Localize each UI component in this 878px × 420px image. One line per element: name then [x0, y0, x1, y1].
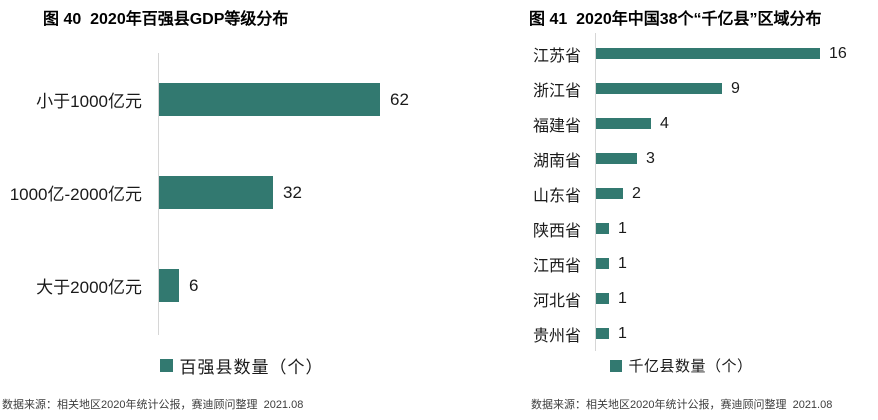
value-label: 9 [731, 79, 740, 97]
bar [595, 258, 609, 269]
bar [595, 48, 820, 59]
bar-row: 浙江省 9 [439, 71, 878, 106]
chart-figure-41: 图 41 2020年中国38个“千亿县”区域分布 江苏省 16 浙江省 9 福建省 4 湖南… [439, 0, 878, 420]
value-label: 1 [618, 219, 627, 237]
category-label: 山东省 [532, 187, 581, 205]
legend: 千亿县数量（个） [462, 355, 878, 376]
bar-plot: 小于1000亿元 62 1000亿-2000亿元 32 大于2000亿元 6 [0, 53, 439, 332]
bar-row: 湖南省 3 [439, 141, 878, 176]
bar-plot: 江苏省 16 浙江省 9 福建省 4 湖南省 3 山东省 2 陕西省 1 江西省 1 河北省 1 贵州省 1 [439, 36, 878, 351]
category-label: 湖南省 [532, 152, 581, 170]
category-label: 江苏省 [532, 47, 581, 65]
bar-row: 贵州省 1 [439, 316, 878, 351]
y-axis-line [158, 53, 159, 335]
category-label: 贵州省 [532, 327, 581, 345]
source-note: 数据来源：相关地区2020年统计公报，赛迪顾问整理 2021.08 [2, 399, 304, 411]
legend-label: 千亿县数量（个） [628, 358, 753, 375]
value-label: 4 [660, 114, 669, 132]
bar-row: 河北省 1 [439, 281, 878, 316]
bar [595, 188, 623, 199]
bar-row: 江苏省 16 [439, 36, 878, 71]
bar [158, 269, 179, 302]
value-label: 1 [618, 254, 627, 272]
legend: 百强县数量（个） [22, 353, 461, 378]
value-label: 1 [618, 324, 627, 342]
bar-row: 大于2000亿元 6 [0, 239, 439, 332]
bar [595, 328, 609, 339]
category-label: 河北省 [532, 292, 581, 310]
bar [595, 118, 651, 129]
y-axis-line [595, 33, 596, 351]
value-label: 6 [189, 275, 199, 295]
bar-row: 1000亿-2000亿元 32 [0, 146, 439, 239]
bar-row: 江西省 1 [439, 246, 878, 281]
chart-title: 图 40 2020年百强县GDP等级分布 [43, 11, 289, 28]
value-label: 16 [829, 44, 847, 62]
legend-marker-icon [159, 359, 173, 372]
chart-title: 图 41 2020年中国38个“千亿县”区域分布 [529, 11, 822, 28]
bar [595, 153, 637, 164]
bar [158, 83, 380, 116]
value-label: 32 [283, 182, 302, 202]
bar-row: 山东省 2 [439, 176, 878, 211]
category-label: 陕西省 [532, 222, 581, 240]
bar [595, 83, 722, 94]
category-label: 小于1000亿元 [36, 92, 142, 111]
category-label: 江西省 [532, 257, 581, 275]
bar [595, 223, 609, 234]
bar-row: 小于1000亿元 62 [0, 53, 439, 146]
bar [158, 176, 273, 209]
value-label: 3 [646, 149, 655, 167]
bar [595, 293, 609, 304]
legend-marker-icon [610, 359, 623, 372]
bar-row: 福建省 4 [439, 106, 878, 141]
source-note: 数据来源：相关地区2020年统计公报，赛迪顾问整理 2021.08 [531, 399, 833, 411]
category-label: 1000亿-2000亿元 [9, 185, 142, 204]
category-label: 大于2000亿元 [36, 278, 142, 297]
value-label: 2 [632, 184, 641, 202]
bar-row: 陕西省 1 [439, 211, 878, 246]
value-label: 62 [390, 89, 409, 109]
value-label: 1 [618, 289, 627, 307]
category-label: 浙江省 [532, 82, 581, 100]
category-label: 福建省 [532, 117, 581, 135]
chart-figure-40: 图 40 2020年百强县GDP等级分布 小于1000亿元 62 1000亿-200… [0, 11, 439, 411]
legend-label: 百强县数量（个） [179, 358, 324, 377]
